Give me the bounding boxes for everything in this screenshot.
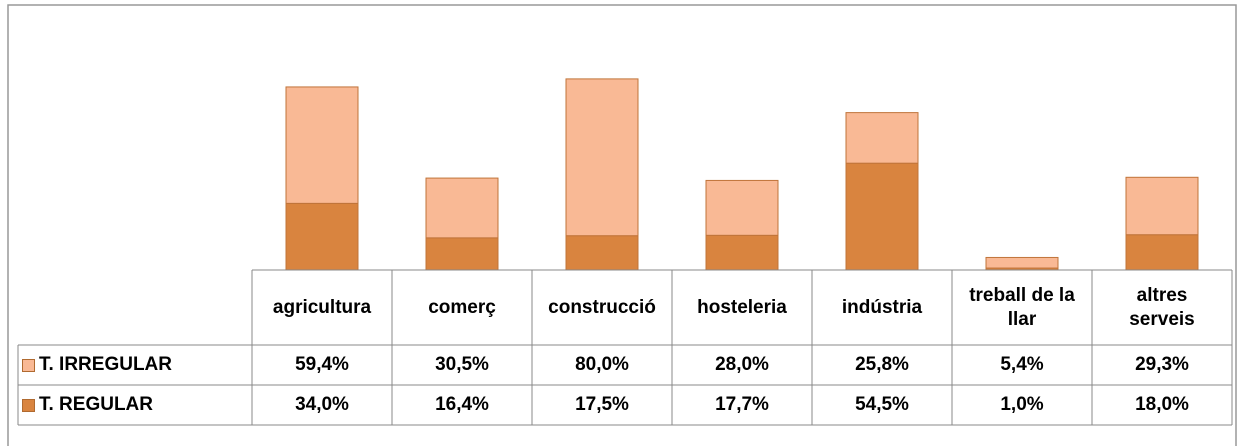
value-label: 30,5%	[435, 354, 489, 375]
legend-swatch	[22, 398, 35, 412]
category-label: comerç	[428, 296, 496, 318]
bar	[285, 86, 359, 204]
value-label: 34,0%	[295, 394, 349, 415]
value-label: 18,0%	[1135, 394, 1189, 415]
value-label: 17,7%	[715, 394, 769, 415]
legend-entry: T. IRREGULAR	[18, 345, 252, 385]
category-label: altres serveis	[1129, 284, 1195, 330]
category-label: indústria	[841, 296, 923, 318]
value-label: 25,8%	[855, 354, 909, 375]
bar	[565, 235, 639, 271]
value-label: 28,0%	[715, 354, 769, 375]
bar	[845, 162, 919, 271]
category-label: construcció	[548, 296, 656, 318]
value-label: 54,5%	[855, 394, 909, 415]
value-label: 29,3%	[1135, 354, 1189, 375]
bar	[705, 179, 779, 236]
category-label: treball de la llar	[969, 284, 1075, 330]
chart-border	[7, 4, 1237, 446]
value-label: 17,5%	[575, 394, 629, 415]
legend-label: T. REGULAR	[39, 394, 153, 415]
legend-entry: T. REGULAR	[18, 385, 252, 425]
legend-swatch	[22, 358, 35, 372]
value-label: 1,0%	[1000, 394, 1044, 415]
value-label: 59,4%	[295, 354, 349, 375]
bar	[845, 112, 919, 164]
legend-label: T. IRREGULAR	[39, 354, 172, 375]
bar	[1125, 234, 1199, 271]
value-label: 16,4%	[435, 394, 489, 415]
bar	[985, 256, 1059, 269]
bar	[565, 78, 639, 237]
bar	[425, 177, 499, 239]
bar	[1125, 176, 1199, 236]
bar	[425, 237, 499, 271]
category-label: hosteleria	[697, 296, 787, 318]
bar	[705, 234, 779, 271]
bar	[285, 202, 359, 271]
value-label: 80,0%	[575, 354, 629, 375]
category-label: agricultura	[272, 296, 372, 318]
value-label: 5,4%	[1000, 354, 1044, 375]
